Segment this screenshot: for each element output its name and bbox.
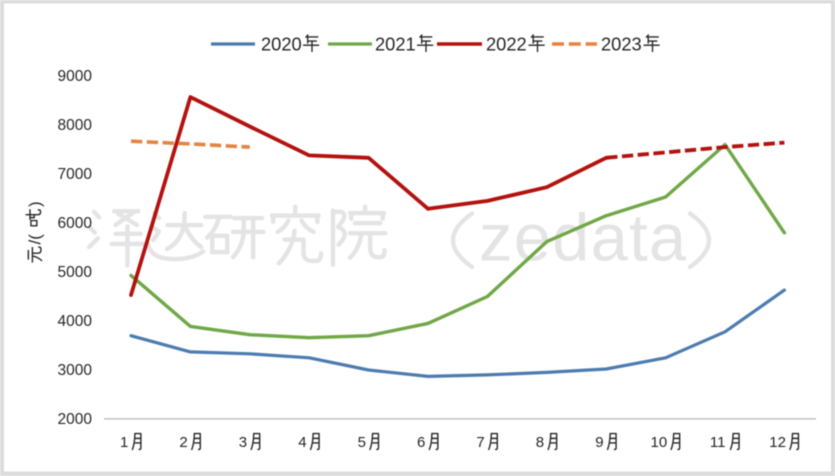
svg-text:2023: 2023	[601, 34, 642, 55]
svg-text:7: 7	[476, 434, 484, 451]
svg-text:12: 12	[769, 434, 786, 451]
svg-text:3: 3	[239, 434, 247, 451]
svg-text:1: 1	[120, 434, 128, 451]
svg-text:9000: 9000	[58, 68, 93, 85]
svg-text:5000: 5000	[58, 264, 93, 281]
svg-text:2: 2	[179, 434, 187, 451]
svg-text:4000: 4000	[58, 313, 93, 330]
svg-text:2022: 2022	[486, 34, 527, 55]
svg-text:10: 10	[651, 434, 668, 451]
svg-text:2000: 2000	[58, 411, 93, 428]
svg-text:/(: /(	[26, 234, 45, 245]
svg-text:2020: 2020	[261, 34, 302, 55]
svg-text:5: 5	[358, 434, 366, 451]
svg-text:3000: 3000	[58, 362, 93, 379]
svg-text:7000: 7000	[58, 166, 93, 183]
svg-text:): )	[26, 201, 45, 207]
svg-text:6: 6	[417, 434, 425, 451]
svg-text:9: 9	[595, 434, 603, 451]
svg-text:4: 4	[298, 434, 306, 451]
svg-text:8000: 8000	[58, 117, 93, 134]
svg-text:2021: 2021	[375, 34, 416, 55]
svg-text:zedata: zedata	[479, 201, 687, 276]
svg-text:8: 8	[536, 434, 544, 451]
svg-text:11: 11	[710, 434, 726, 451]
svg-text:6000: 6000	[58, 215, 93, 232]
